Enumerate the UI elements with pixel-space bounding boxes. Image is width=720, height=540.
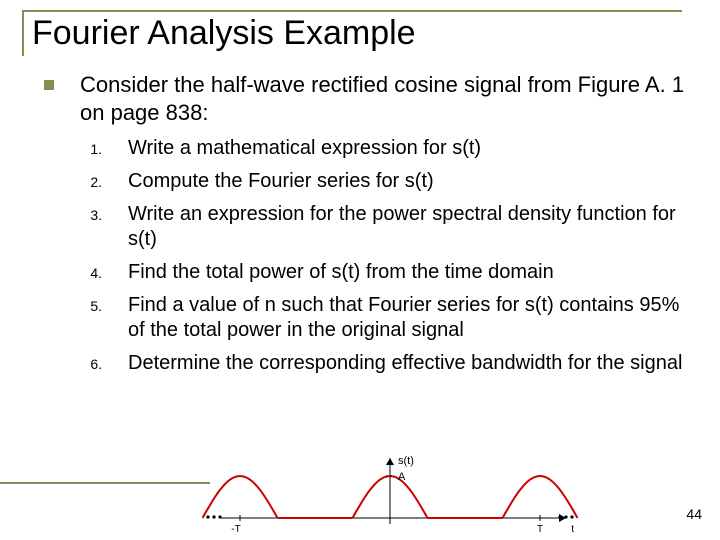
ordered-list: 1. Write a mathematical expression for s… [44, 136, 692, 376]
list-number: 6. [84, 351, 102, 372]
list-item: 6. Determine the corresponding effective… [84, 351, 692, 376]
list-item: 3. Write an expression for the power spe… [84, 202, 692, 252]
list-text: Find a value of n such that Fourier seri… [128, 293, 692, 343]
list-number: 1. [84, 136, 102, 157]
svg-text:t: t [571, 524, 574, 535]
list-text: Write an expression for the power spectr… [128, 202, 692, 252]
lead-text: Consider the half-wave rectified cosine … [80, 71, 692, 126]
list-text: Compute the Fourier series for s(t) [128, 169, 434, 194]
footer-rule [0, 482, 210, 484]
list-number: 4. [84, 260, 102, 281]
bullet-icon [44, 80, 54, 90]
list-number: 3. [84, 202, 102, 223]
title-rule-left [22, 10, 24, 56]
list-item: 5. Find a value of n such that Fourier s… [84, 293, 692, 343]
list-item: 2. Compute the Fourier series for s(t) [84, 169, 692, 194]
slide-title: Fourier Analysis Example [30, 14, 720, 53]
svg-text:T: T [537, 524, 543, 535]
svg-text:-T: -T [231, 524, 240, 535]
list-text: Find the total power of s(t) from the ti… [128, 260, 554, 285]
svg-text:s(t): s(t) [398, 455, 414, 467]
list-text: Write a mathematical expression for s(t) [128, 136, 481, 161]
list-text: Determine the corresponding effective ba… [128, 351, 682, 376]
list-item: 1. Write a mathematical expression for s… [84, 136, 692, 161]
page-number: 44 [686, 506, 702, 522]
list-number: 5. [84, 293, 102, 314]
title-rule-top [22, 10, 682, 12]
half-wave-chart: s(t) A -T Tt [200, 450, 580, 540]
lead-bullet-row: Consider the half-wave rectified cosine … [44, 71, 692, 126]
svg-text:A: A [398, 471, 406, 483]
list-number: 2. [84, 169, 102, 190]
list-item: 4. Find the total power of s(t) from the… [84, 260, 692, 285]
